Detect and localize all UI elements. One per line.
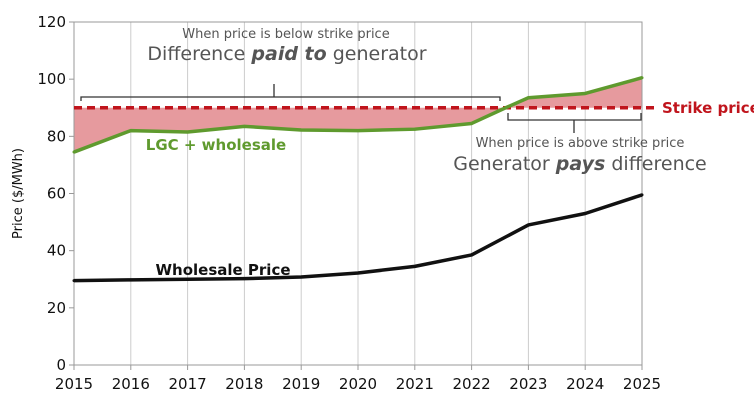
data-point-wholesale-price xyxy=(583,212,587,216)
y-tick-label: 20 xyxy=(47,299,66,317)
strike-price-label: Strike price xyxy=(662,99,754,117)
data-point-wholesale-price xyxy=(526,223,530,227)
data-point-wholesale-price xyxy=(72,279,76,283)
annotation-above-big-pre: Generator xyxy=(453,153,556,175)
difference-pays-area xyxy=(505,77,642,108)
difference-paid-area xyxy=(74,107,506,153)
x-tick-label: 2024 xyxy=(566,375,604,393)
data-point-lgc-wholesale xyxy=(413,127,417,131)
y-tick-label: 40 xyxy=(47,242,66,260)
x-tick-label: 2025 xyxy=(623,375,661,393)
data-point-lgc-wholesale xyxy=(72,150,76,154)
x-tick-label: 2015 xyxy=(55,375,93,393)
annotation-above-small: When price is above strike price xyxy=(476,136,685,151)
y-tick-label: 80 xyxy=(47,127,66,145)
annotation-below-big-post: generator xyxy=(327,43,427,65)
data-point-lgc-wholesale xyxy=(356,129,360,133)
y-axis-label: Price ($/MWh) xyxy=(11,148,26,239)
x-tick-label: 2018 xyxy=(225,375,263,393)
data-point-lgc-wholesale xyxy=(470,121,474,125)
data-point-wholesale-price xyxy=(242,277,246,281)
x-tick-label: 2017 xyxy=(169,375,207,393)
series-label-wholesale-price: Wholesale Price xyxy=(155,261,290,279)
data-point-lgc-wholesale xyxy=(640,76,644,80)
annotation-below-big-pre: Difference xyxy=(147,43,251,65)
series-points xyxy=(72,76,644,283)
y-tick-label: 100 xyxy=(37,70,66,88)
x-axis-ticks: 2015 2016 2017 2018 2019 2020 2021 2022 2023 2024… xyxy=(55,365,661,393)
annotation-above-big-emphasis: pays xyxy=(555,153,606,175)
x-tick-label: 2020 xyxy=(339,375,377,393)
data-point-lgc-wholesale xyxy=(242,124,246,128)
data-point-lgc-wholesale xyxy=(186,130,190,134)
data-point-lgc-wholesale xyxy=(526,96,530,100)
data-point-wholesale-price xyxy=(299,275,303,279)
series-label-lgc-wholesale: LGC + wholesale xyxy=(146,136,286,154)
x-tick-label: 2016 xyxy=(112,375,150,393)
data-point-wholesale-price xyxy=(413,264,417,268)
x-tick-label: 2022 xyxy=(453,375,491,393)
x-tick-label: 2023 xyxy=(509,375,547,393)
data-point-lgc-wholesale xyxy=(583,91,587,95)
y-axis-ticks: 0 20 40 60 80 100 120 xyxy=(37,13,74,374)
data-point-wholesale-price xyxy=(356,271,360,275)
bracket-above-strike xyxy=(507,113,642,133)
annotation-above-big: Generator pays difference xyxy=(453,153,707,175)
data-point-wholesale-price xyxy=(470,253,474,257)
annotation-below-small: When price is below strike price xyxy=(182,27,389,42)
series-line-lgc-wholesale xyxy=(73,76,643,154)
annotation-below-big: Difference paid to generator xyxy=(147,43,426,65)
y-tick-label: 120 xyxy=(37,13,66,31)
data-point-wholesale-price xyxy=(186,277,190,281)
x-tick-label: 2021 xyxy=(396,375,434,393)
data-point-lgc-wholesale xyxy=(299,128,303,132)
data-point-wholesale-price xyxy=(129,278,133,282)
data-point-lgc-wholesale xyxy=(129,129,133,133)
y-tick-label: 60 xyxy=(47,185,66,203)
data-point-wholesale-price xyxy=(640,193,644,197)
data-point-lgc-wholesale xyxy=(504,106,508,110)
annotation-below-big-emphasis: paid to xyxy=(250,43,326,65)
x-tick-label: 2019 xyxy=(282,375,320,393)
annotation-above-big-post: difference xyxy=(605,153,706,175)
vertical-gridlines xyxy=(73,22,643,365)
y-tick-label: 0 xyxy=(56,356,66,374)
bracket-below-strike xyxy=(80,84,501,101)
